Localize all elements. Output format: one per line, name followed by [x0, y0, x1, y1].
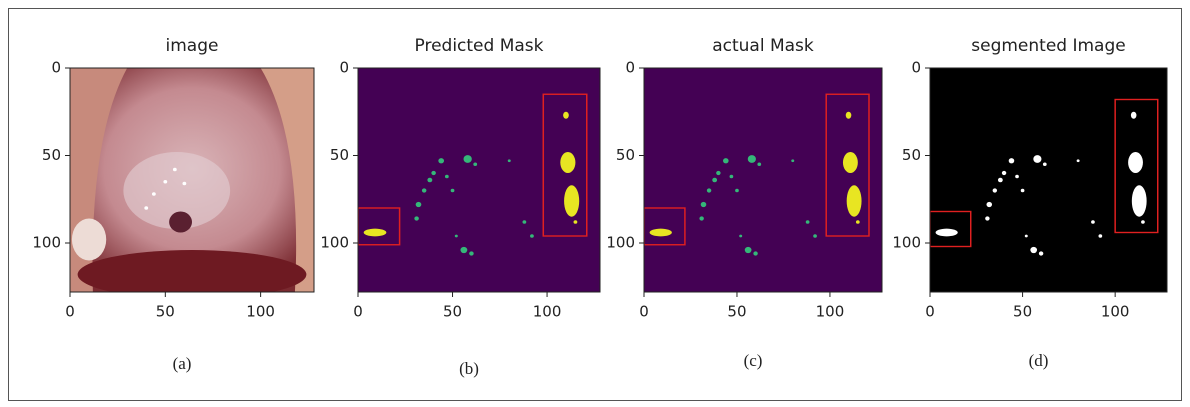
- figure: image (a) 0 50 100 0 50 100 Predicted Mask (b) 0 50…: [0, 0, 1190, 407]
- x-tick-label: 0: [639, 303, 649, 321]
- actual-mask: [644, 68, 882, 292]
- panel-title: Predicted Mask: [415, 36, 544, 56]
- panel-caption: (d): [1029, 351, 1049, 370]
- y-tick-label: 100: [892, 234, 921, 252]
- photo: [70, 68, 314, 299]
- y-tick-label: 0: [339, 59, 349, 77]
- y-tick-label: 50: [616, 146, 635, 164]
- panel-title: actual Mask: [712, 36, 814, 56]
- x-tick-label: 100: [816, 303, 845, 321]
- y-tick-label: 50: [330, 146, 349, 164]
- panel-title: image: [166, 36, 219, 56]
- x-tick-label: 100: [246, 303, 275, 321]
- x-tick-label: 50: [156, 303, 175, 321]
- x-tick-label: 100: [533, 303, 562, 321]
- x-tick-label: 50: [1013, 303, 1032, 321]
- segmented-image: [930, 68, 1167, 292]
- x-tick-label: 0: [353, 303, 363, 321]
- y-tick-label: 100: [606, 234, 635, 252]
- x-tick-label: 50: [727, 303, 746, 321]
- y-tick-label: 0: [911, 59, 921, 77]
- x-tick-label: 100: [1101, 303, 1130, 321]
- predicted-mask: [358, 68, 600, 292]
- x-tick-label: 50: [443, 303, 462, 321]
- y-tick-label: 50: [902, 146, 921, 164]
- x-tick-label: 0: [925, 303, 935, 321]
- x-tick-label: 0: [65, 303, 75, 321]
- y-tick-label: 100: [320, 234, 349, 252]
- y-tick-label: 100: [32, 234, 61, 252]
- y-tick-label: 50: [42, 146, 61, 164]
- panel-caption: (b): [459, 359, 479, 378]
- y-tick-label: 0: [51, 59, 61, 77]
- panel-caption: (c): [744, 351, 763, 370]
- y-tick-label: 0: [625, 59, 635, 77]
- panel-caption: (a): [173, 354, 192, 373]
- panel-title: segmented Image: [971, 36, 1125, 56]
